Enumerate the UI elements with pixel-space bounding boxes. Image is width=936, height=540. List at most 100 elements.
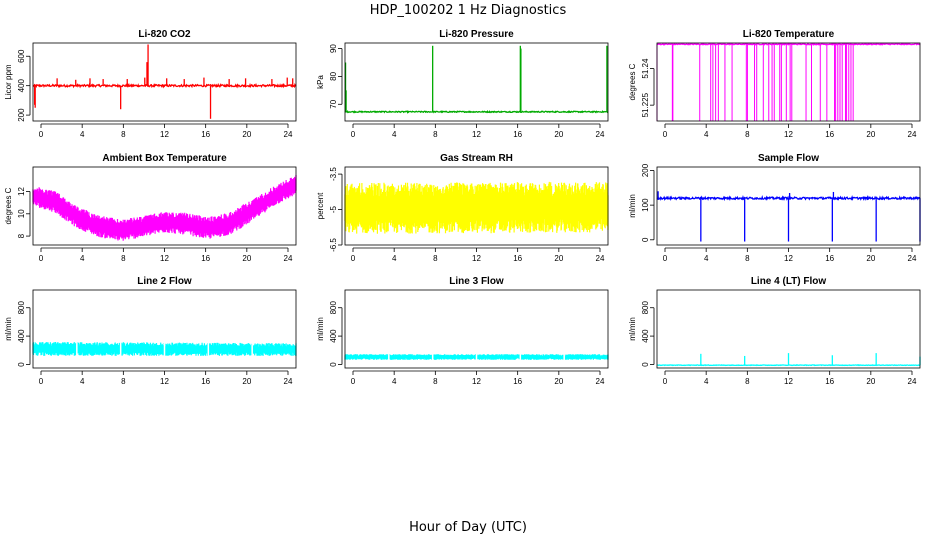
- x-tick-label: 8: [121, 130, 126, 139]
- x-tick-label: 0: [351, 254, 356, 263]
- chart-panel-2: Li-820 Pressure 0 4 8 12 16 20 24 70 80 90 kPa: [316, 29, 609, 139]
- x-tick-label: 0: [663, 130, 668, 139]
- x-tick-label: 24: [908, 377, 917, 386]
- y-tick-label: 51.24: [641, 58, 650, 79]
- y-tick-label: 90: [329, 44, 338, 53]
- y-axis-label: kPa: [316, 75, 325, 89]
- y-tick-label: 100: [641, 198, 650, 212]
- x-axis: 0 4 8 12 16 20 24: [351, 370, 605, 386]
- plot-frame: [656, 166, 921, 246]
- y-axis: 70 80 90: [329, 44, 343, 109]
- plot-frame: [344, 289, 609, 369]
- plot-frame: [656, 42, 921, 122]
- x-tick-label: 16: [825, 377, 834, 386]
- panel-title: Li-820 CO2: [138, 29, 191, 40]
- plot-frame: [32, 166, 297, 246]
- x-tick-label: 0: [39, 254, 44, 263]
- y-axis-label: ml/min: [316, 317, 325, 341]
- y-tick-label: 800: [329, 301, 338, 315]
- x-tick-label: 0: [39, 377, 44, 386]
- x-tick-label: 12: [160, 377, 169, 386]
- x-tick-label: 0: [39, 130, 44, 139]
- x-tick-label: 20: [554, 254, 563, 263]
- y-tick-label: 200: [641, 163, 650, 177]
- y-axis-label: degrees C: [4, 187, 13, 224]
- x-tick-label: 12: [784, 130, 793, 139]
- x-tick-label: 4: [392, 130, 397, 139]
- panel-title: Li-820 Temperature: [743, 29, 835, 40]
- x-tick-label: 8: [745, 254, 750, 263]
- x-tick-label: 12: [784, 254, 793, 263]
- series-marks: [656, 353, 921, 367]
- y-axis: 0 400 800: [329, 301, 343, 367]
- x-tick-label: 16: [825, 254, 834, 263]
- x-axis: 0 4 8 12 16 20 24: [39, 370, 293, 386]
- x-tick-label: 4: [80, 254, 85, 263]
- y-tick-label: 400: [641, 329, 650, 343]
- x-tick-label: 20: [242, 130, 251, 139]
- y-tick-label: 0: [641, 237, 650, 242]
- y-axis: 0 400 800: [641, 301, 655, 367]
- x-tick-label: 0: [663, 377, 668, 386]
- x-tick-label: 8: [745, 130, 750, 139]
- y-tick-label: 0: [17, 362, 26, 367]
- x-axis: 0 4 8 12 16 20 24: [663, 123, 917, 139]
- x-tick-label: 4: [392, 377, 397, 386]
- chart-panel-9: Line 4 (LT) Flow 0 4 8 12 16 20 24 0 400 800 ml/min: [628, 276, 921, 386]
- x-axis: 0 4 8 12 16 20 24: [351, 123, 605, 139]
- series-marks: [344, 45, 609, 114]
- x-tick-label: 20: [866, 254, 875, 263]
- x-tick-label: 0: [351, 130, 356, 139]
- x-tick-label: 12: [472, 130, 481, 139]
- x-tick-label: 16: [513, 130, 522, 139]
- x-tick-label: 20: [242, 254, 251, 263]
- panel-title: Gas Stream RH: [440, 153, 513, 164]
- y-axis: 0 100 200: [641, 163, 655, 242]
- x-axis: 0 4 8 12 16 20 24: [39, 123, 293, 139]
- x-tick-label: 12: [160, 254, 169, 263]
- series-marks: [32, 175, 297, 241]
- series-marks: [656, 42, 921, 121]
- x-tick-label: 24: [908, 130, 917, 139]
- x-tick-label: 8: [121, 254, 126, 263]
- y-tick-label: 51.225: [641, 92, 650, 117]
- x-tick-label: 8: [433, 254, 438, 263]
- x-tick-label: 8: [121, 377, 126, 386]
- y-tick-label: 0: [329, 362, 338, 367]
- y-axis-label: ml/min: [628, 317, 637, 341]
- series-band: [32, 175, 297, 241]
- y-tick-label: 70: [329, 99, 338, 108]
- x-tick-label: 20: [554, 130, 563, 139]
- x-tick-label: 20: [554, 377, 563, 386]
- y-tick-label: 600: [17, 49, 26, 63]
- panel-title: Li-820 Pressure: [439, 29, 514, 40]
- plot-frame: [344, 166, 609, 246]
- figure-xlabel: Hour of Day (UTC): [409, 520, 527, 535]
- x-tick-label: 16: [825, 130, 834, 139]
- plot-frame: [656, 289, 921, 369]
- panel-title: Line 2 Flow: [137, 276, 192, 287]
- x-tick-label: 12: [472, 254, 481, 263]
- y-axis: 51.225 51.24: [641, 58, 655, 117]
- x-tick-label: 8: [433, 377, 438, 386]
- x-tick-label: 4: [704, 254, 709, 263]
- x-tick-label: 8: [745, 377, 750, 386]
- chart-panel-6: Sample Flow 0 4 8 12 16 20 24 0 100 200 ml/min: [628, 153, 921, 263]
- chart-panel-4: Ambient Box Temperature 0 4 8 12 16 20 24 8 10 12 d…: [4, 153, 297, 263]
- plot-frame: [32, 289, 297, 369]
- x-tick-label: 16: [201, 254, 210, 263]
- x-tick-label: 24: [596, 377, 605, 386]
- y-tick-label: 800: [17, 301, 26, 315]
- y-tick-label: 200: [17, 108, 26, 122]
- y-tick-label: 12: [17, 187, 26, 196]
- y-tick-label: 8: [17, 233, 26, 238]
- x-tick-label: 4: [392, 254, 397, 263]
- series-band: [344, 181, 609, 234]
- y-tick-label: 10: [17, 209, 26, 218]
- series-marks: [344, 181, 609, 234]
- series-marks: [344, 351, 609, 363]
- figure-title: HDP_100202 1 Hz Diagnostics: [370, 3, 567, 18]
- x-tick-label: 0: [663, 254, 668, 263]
- series-line: [344, 109, 609, 114]
